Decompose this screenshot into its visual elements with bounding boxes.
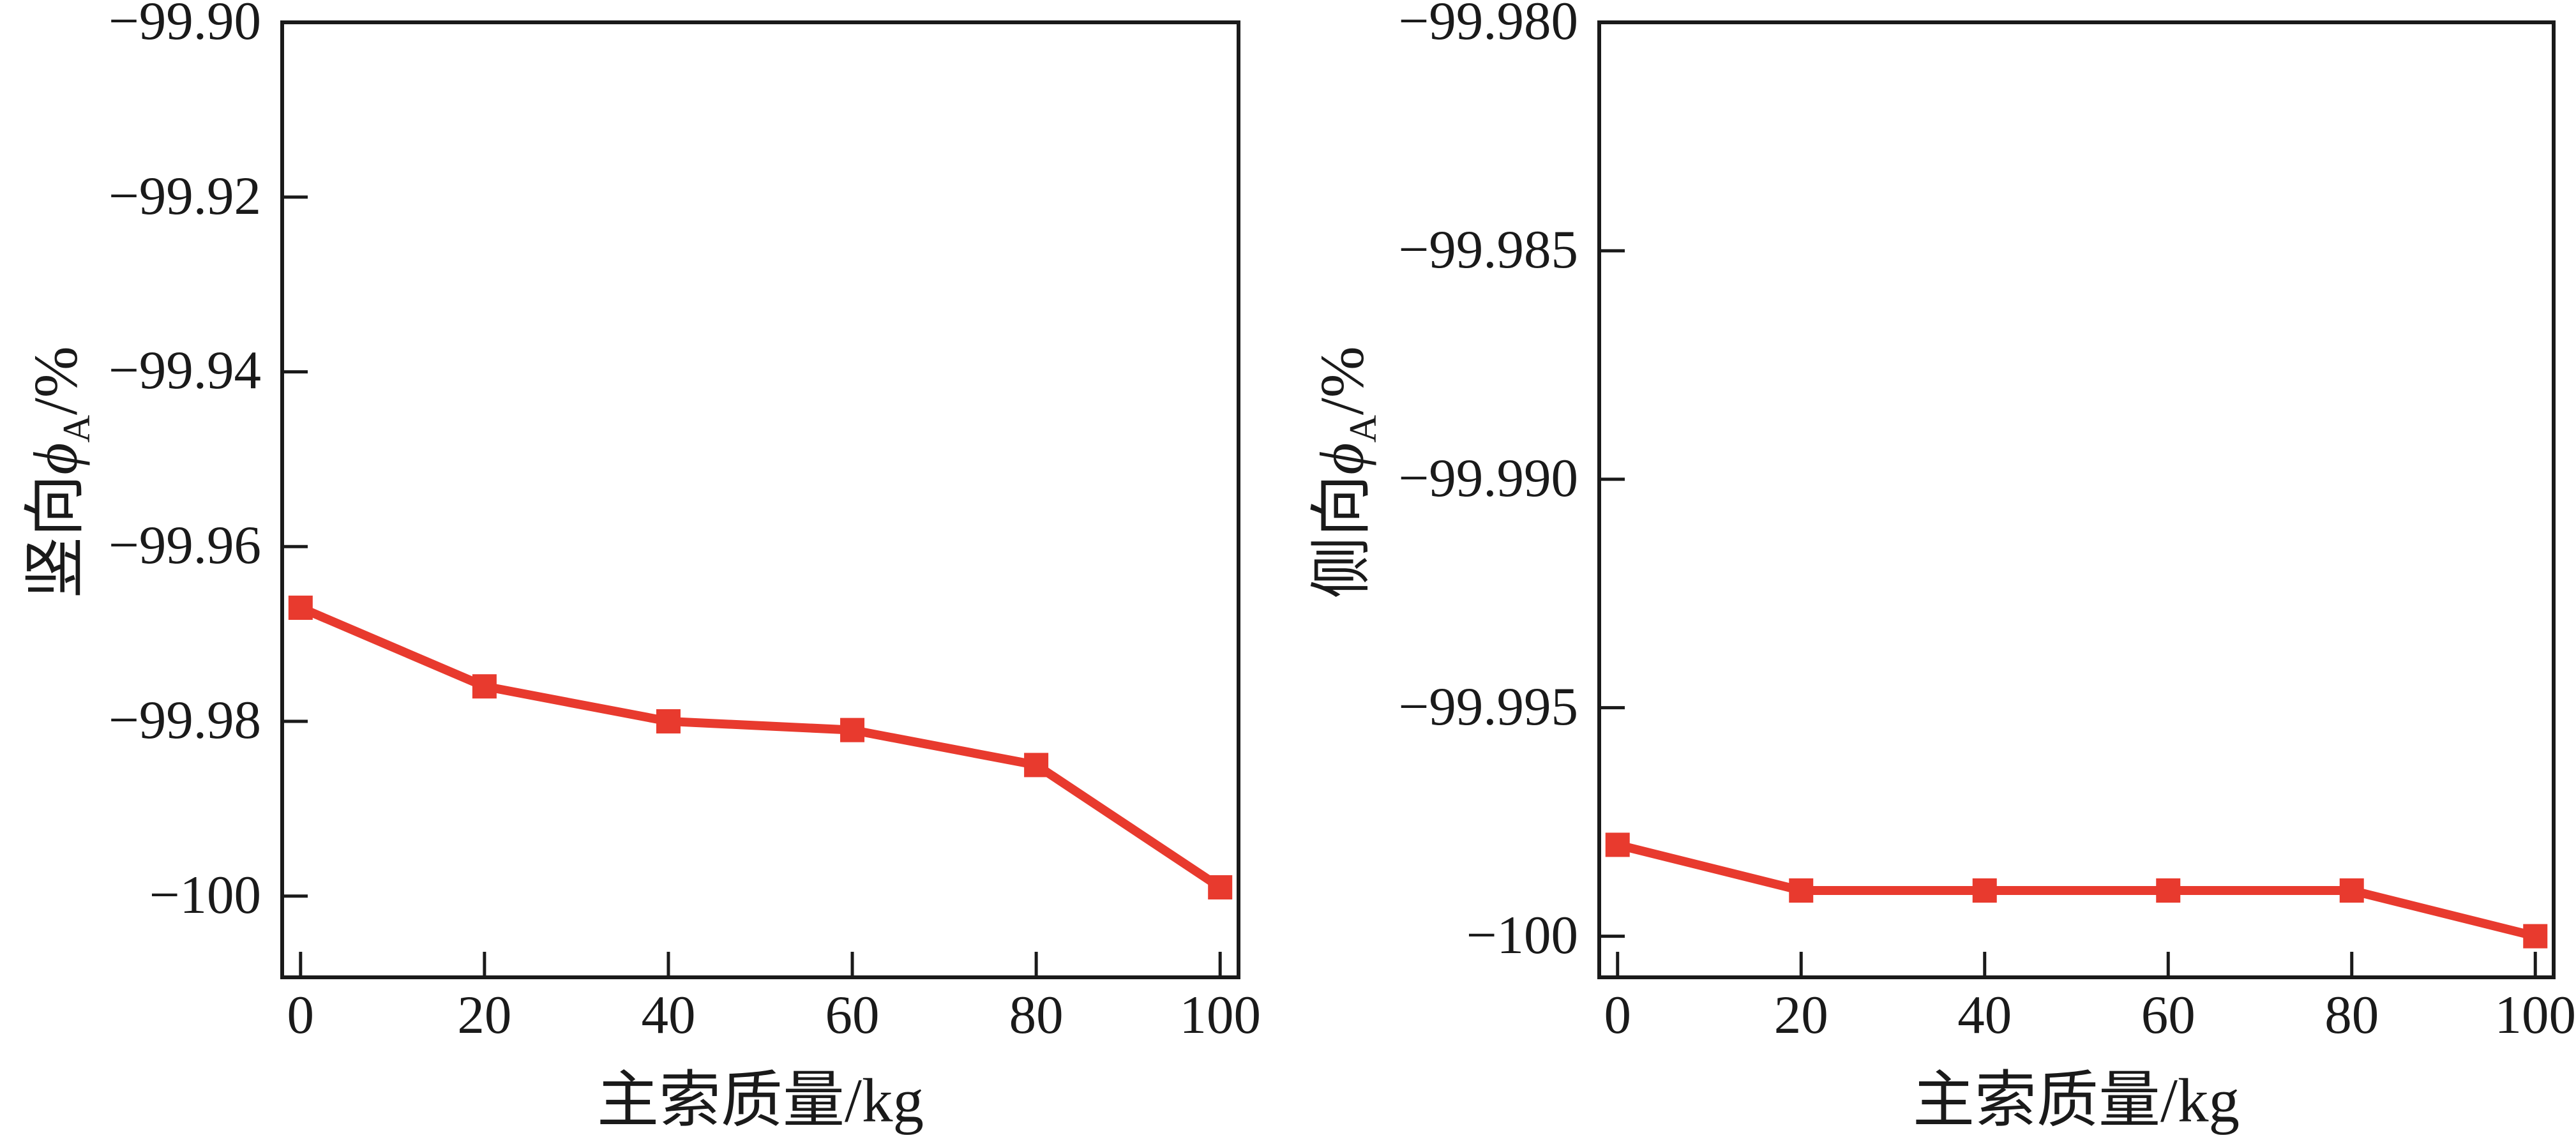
y-tick-label: −99.94 — [108, 340, 261, 401]
phi-subscript: A — [1342, 415, 1385, 443]
x-tick-label: 100 — [1179, 985, 1261, 1045]
x-tick-label: 20 — [1774, 985, 1828, 1045]
data-point-marker — [1024, 753, 1049, 778]
data-point-marker — [840, 718, 865, 742]
x-tick-label: 60 — [825, 985, 880, 1045]
x-tick-label: 80 — [2324, 985, 2379, 1045]
y-tick-label: −99.990 — [1398, 447, 1578, 508]
y-tick-label: −99.96 — [108, 515, 261, 576]
x-tick-label: 60 — [2141, 985, 2196, 1045]
x-tick-label: 40 — [1957, 985, 2012, 1045]
plot-border — [1597, 20, 2556, 979]
phi-symbol: ϕ — [21, 442, 90, 475]
data-point-marker — [472, 674, 497, 699]
y-tick-label: −99.985 — [1398, 219, 1578, 280]
x-tick-label: 40 — [641, 985, 696, 1045]
data-point-marker — [1789, 878, 1814, 903]
y-tick-label: −99.98 — [108, 689, 261, 750]
data-point-marker — [288, 596, 313, 620]
data-point-marker — [2156, 878, 2181, 903]
y-tick-label: −100 — [1466, 905, 1578, 965]
y-axis-title-lateral-suffix: /% — [1307, 346, 1376, 416]
data-point-marker — [1972, 878, 1997, 903]
y-tick-label: −99.92 — [108, 165, 261, 226]
y-axis-title-lateral: 侧向ϕA/% — [1307, 346, 1385, 599]
data-line — [299, 603, 1223, 891]
y-tick-label: −99.980 — [1398, 0, 1578, 51]
x-tick-label: 80 — [1009, 985, 1064, 1045]
data-line — [1616, 840, 2536, 941]
y-tick-label: −99.90 — [108, 0, 261, 51]
y-axis-title-vertical: 竖向ϕA/% — [21, 346, 99, 599]
phi-symbol: ϕ — [1307, 442, 1376, 475]
data-point-marker — [2339, 878, 2364, 903]
data-point-marker — [2523, 924, 2548, 949]
y-axis-title-vertical-suffix: /% — [21, 346, 90, 416]
data-point-marker — [656, 709, 681, 733]
x-axis-title-right: 主索质量/kg — [1913, 1066, 2240, 1135]
phi-subscript: A — [56, 415, 99, 443]
y-tick-label: −100 — [149, 864, 261, 925]
x-axis-title-left: 主索质量/kg — [597, 1066, 924, 1135]
data-point-marker — [1605, 832, 1630, 857]
plot-border — [280, 20, 1240, 979]
x-tick-label: 100 — [2494, 985, 2576, 1045]
x-tick-label: 20 — [457, 985, 512, 1045]
y-tick-label: −99.995 — [1398, 676, 1578, 737]
y-axis-title-vertical-prefix: 竖向 — [21, 474, 90, 599]
y-axis-title-lateral-prefix: 侧向 — [1307, 474, 1376, 599]
data-point-marker — [1208, 875, 1233, 900]
x-tick-label: 0 — [287, 985, 315, 1045]
x-tick-label: 0 — [1604, 985, 1632, 1045]
